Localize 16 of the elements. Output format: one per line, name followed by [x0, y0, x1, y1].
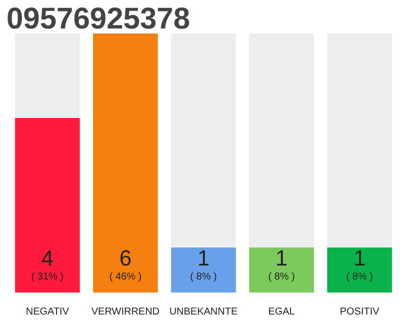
data-label: ( 46% )	[109, 272, 142, 282]
annotation: 6	[119, 246, 132, 270]
annotation: 1	[197, 246, 210, 270]
x-tick-label: EGAL	[268, 306, 296, 318]
x-tick-label: VERWIRREND	[91, 306, 160, 318]
data-label: ( 8% )	[268, 272, 295, 282]
data-label: ( 31% )	[31, 272, 64, 282]
annotation: 1	[275, 246, 288, 270]
x-tick-label: NEGATIV	[26, 306, 70, 318]
chart-title: 09576925378	[6, 2, 190, 36]
data-label: ( 8% )	[190, 272, 217, 282]
data-label: ( 8% )	[346, 272, 373, 282]
annotation: 4	[41, 246, 54, 270]
annotation: 1	[353, 246, 366, 270]
x-tick-label: POSITIV	[340, 306, 380, 318]
x-tick-label: UNBEKANNTE	[169, 306, 238, 318]
